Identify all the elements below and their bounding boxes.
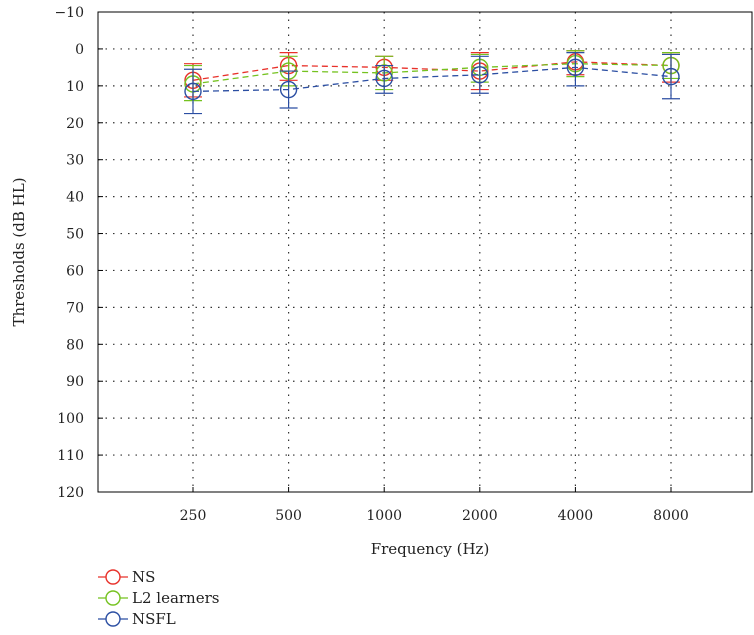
y-tick-label: 40 — [66, 190, 84, 206]
data-point — [471, 66, 489, 84]
data-point — [279, 80, 298, 99]
x-tick-label: 250 — [180, 508, 207, 524]
y-tick-label: 50 — [66, 227, 84, 243]
series-nsfl — [184, 52, 680, 115]
x-axis: 250 500 1000 2000 4000 8000 — [180, 487, 689, 524]
y-tick-label: −10 — [54, 5, 84, 21]
series-line — [192, 61, 672, 81]
y-tick-label: 100 — [57, 411, 84, 427]
data-point — [184, 82, 202, 101]
legend-label: NSFL — [132, 610, 176, 628]
y-tick-label: 20 — [66, 116, 84, 132]
y-tick-label: 120 — [57, 485, 84, 501]
y-axis: −10 0 10 20 30 40 50 60 70 80 90 100 110 120 — [54, 5, 103, 501]
y-tick-label: 60 — [66, 263, 84, 279]
legend-item: NSFL — [98, 610, 176, 628]
legend-item: NS — [98, 568, 155, 586]
data-point — [662, 67, 680, 86]
legend-marker — [105, 590, 121, 606]
y-tick-label: 30 — [66, 153, 84, 169]
legend-marker — [105, 611, 121, 627]
y-axis-title: Thresholds (dB HL) — [10, 177, 28, 326]
x-tick-label: 1000 — [366, 508, 402, 524]
series-group — [184, 50, 680, 115]
data-point — [375, 69, 393, 88]
y-tick-label: 0 — [75, 42, 84, 58]
y-tick-label: 10 — [66, 79, 84, 95]
series-l2-learners — [184, 50, 680, 102]
x-tick-label: 2000 — [462, 508, 498, 524]
x-axis-title: Frequency (Hz) — [371, 540, 490, 558]
series-line — [192, 63, 672, 85]
legend-label: NS — [132, 568, 155, 586]
x-tick-label: 8000 — [653, 508, 689, 524]
legend-item: L2 learners — [98, 589, 219, 607]
x-tick-label: 500 — [275, 508, 302, 524]
series-line — [192, 66, 672, 93]
y-tick-label: 80 — [66, 337, 84, 353]
data-point — [566, 58, 585, 77]
y-tick-label: 110 — [57, 448, 84, 464]
x-tick-label: 4000 — [558, 508, 594, 524]
plot-frame — [97, 11, 753, 493]
grid-lines — [98, 12, 752, 492]
y-tick-label: 90 — [66, 374, 84, 390]
y-tick-label: 70 — [66, 300, 84, 316]
legend-label: L2 learners — [132, 589, 219, 607]
legend-marker — [105, 569, 121, 585]
legend: NS L2 learners NSFL — [98, 568, 219, 628]
